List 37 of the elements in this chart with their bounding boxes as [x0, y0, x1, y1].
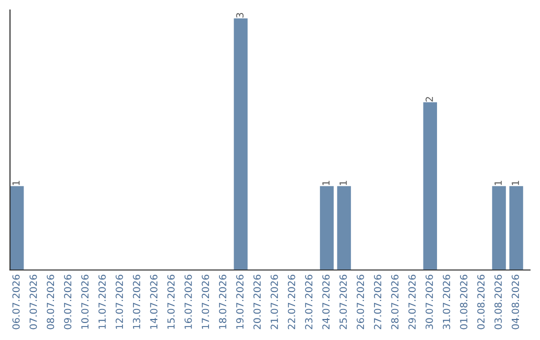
x-tick-label: 26.07.2026 [356, 274, 364, 330]
x-tick-label: 14.07.2026 [150, 274, 158, 329]
x-tick-label: 31.07.2026 [442, 274, 450, 330]
x-tick-label: 22.07.2026 [288, 274, 296, 330]
x-tick-label: 04.08.2026 [512, 274, 520, 330]
x-tick-label: 30.07.2026 [426, 274, 433, 330]
x-tick-label: 01.08.2026 [460, 274, 468, 330]
x-tick-label: 13.07.2026 [132, 274, 140, 329]
x-tick-label: 24.07.2026 [322, 274, 330, 330]
x-tick-label: 27.07.2026 [374, 274, 382, 330]
x-tick-label: 23.07.2026 [305, 274, 312, 330]
x-tick-label: 20.07.2026 [253, 274, 261, 330]
x-tick-label: 15.07.2026 [167, 274, 175, 329]
x-tick-label: 25.07.2026 [340, 274, 347, 330]
data-label: 1 [494, 180, 502, 186]
x-tick-label: 02.08.2026 [477, 274, 485, 330]
x-tick-label: 17.07.2026 [202, 274, 210, 329]
x-tick-label: 03.08.2026 [494, 274, 502, 330]
x-tick-label: 28.07.2026 [391, 274, 399, 330]
data-label: 1 [512, 180, 519, 186]
x-tick-label: 29.07.2026 [408, 274, 416, 330]
data-label: 1 [340, 180, 347, 186]
x-tick-label: 11.07.2026 [98, 274, 106, 329]
data-label: 1 [322, 180, 330, 186]
x-tick-label: 08.07.2026 [46, 274, 54, 330]
x-tick-label: 10.07.2026 [81, 274, 89, 329]
x-tick-label: 19.07.2026 [236, 274, 244, 329]
x-tick-label: 18.07.2026 [218, 274, 226, 329]
x-tick-label: 07.07.2026 [30, 274, 37, 330]
data-label: 3 [236, 12, 244, 18]
data-label: 2 [426, 97, 433, 102]
x-tick-label: 16.07.2026 [184, 274, 192, 329]
x-tick-label: 12.07.2026 [116, 274, 124, 329]
x-tick-label: 09.07.2026 [64, 274, 72, 330]
x-tick-label: 21.07.2026 [270, 274, 278, 330]
data-label: 1 [12, 180, 20, 186]
x-tick-label: 06.07.2026 [12, 274, 20, 330]
